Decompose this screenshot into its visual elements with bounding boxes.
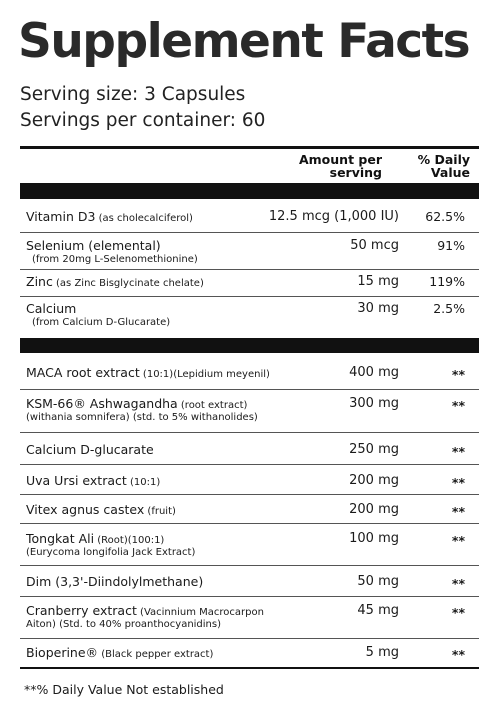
row-divider bbox=[20, 523, 479, 524]
row-divider bbox=[20, 296, 479, 297]
row-divider bbox=[20, 494, 479, 495]
row-divider bbox=[20, 464, 479, 465]
row-divider bbox=[20, 232, 479, 233]
row-divider bbox=[20, 432, 479, 433]
row-divider bbox=[20, 389, 479, 390]
header-daily-value: % Daily Value bbox=[417, 152, 470, 180]
row-divider bbox=[20, 596, 479, 597]
row-divider bbox=[20, 269, 479, 270]
page-title: Supplement Facts bbox=[18, 14, 471, 69]
servings-per-container: Servings per container: 60 bbox=[20, 110, 266, 131]
footnote: **% Daily Value Not established bbox=[24, 682, 224, 697]
header-amount: Amount per serving bbox=[298, 152, 382, 180]
bottom-rule bbox=[20, 667, 479, 669]
row-divider bbox=[20, 638, 479, 639]
header-band bbox=[20, 183, 479, 199]
row-divider bbox=[20, 565, 479, 566]
serving-size: Serving size: 3 Capsules bbox=[20, 84, 246, 105]
section-band bbox=[20, 338, 479, 353]
top-rule bbox=[20, 146, 479, 149]
